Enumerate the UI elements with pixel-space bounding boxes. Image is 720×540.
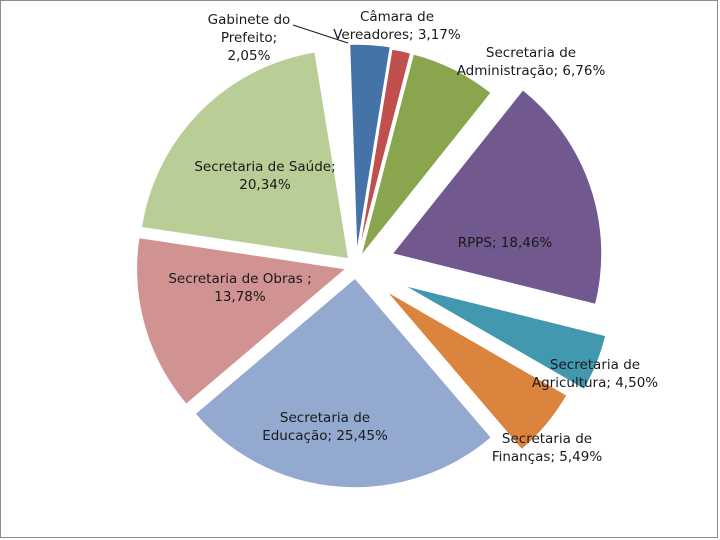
slice-label-3: Secretaria de Administração; 6,76%	[457, 45, 606, 79]
slice-label-4: RPPS; 18,46%	[458, 235, 553, 251]
pie-labels: Câmara de Vereadores; 3,17% Secretaria de A…	[168, 9, 658, 465]
slice-label-line: 13,78%	[214, 289, 266, 305]
slice-label-8: Secretaria de Obras ; 13,78%	[168, 271, 311, 305]
pie-slice-9	[140, 50, 350, 260]
slice-label-line: Secretaria de	[486, 45, 576, 61]
slice-label-line: Finanças; 5,49%	[492, 449, 603, 465]
pie-slices	[135, 43, 608, 489]
slice-label-line: Agricultura; 4,50%	[532, 375, 658, 391]
slice-label-line: Secretaria de Obras ;	[168, 271, 311, 287]
slice-label-line: Secretaria de	[550, 357, 640, 373]
slice-label-line: Prefeito;	[221, 30, 277, 46]
pie-slice-8	[135, 236, 349, 406]
slice-label-6: Secretaria de Finanças; 5,49%	[492, 431, 603, 465]
slice-label-7: Secretaria de Educação; 25,45%	[262, 410, 388, 444]
pie-slice-10	[320, 43, 356, 255]
pie-slice-3	[359, 52, 493, 258]
slice-label-10: Gabinete do Prefeito; 2,05%	[208, 12, 291, 64]
slice-label-9: Secretaria de Saúde; 20,34%	[194, 159, 335, 193]
pie-slice-4	[390, 88, 603, 306]
slice-label-line: Administração; 6,76%	[457, 63, 606, 79]
slice-label-line: Gabinete do	[208, 12, 291, 28]
pie-slice-7	[193, 276, 493, 489]
slice-label-5: Secretaria de Agricultura; 4,50%	[532, 357, 658, 391]
pie-slice-2	[357, 48, 412, 257]
slice-label-line: Vereadores; 3,17%	[333, 27, 461, 43]
pie-slice-1	[348, 43, 392, 255]
leader-line	[292, 24, 349, 44]
slice-label-line: Câmara de	[360, 9, 434, 25]
pie-slice-5	[401, 283, 608, 391]
slice-label-line: 2,05%	[228, 48, 271, 64]
slice-label-line: RPPS; 18,46%	[458, 235, 553, 251]
slice-label-line: Secretaria de	[280, 410, 370, 426]
slice-label-1: Câmara de Vereadores; 3,17%	[333, 9, 461, 43]
slice-label-line: Secretaria de	[502, 431, 592, 447]
slice-label-line: Educação; 25,45%	[262, 428, 388, 444]
slice-label-line: 20,34%	[239, 177, 291, 193]
pie-slice-6	[384, 289, 569, 451]
slice-label-line: Secretaria de Saúde;	[194, 159, 335, 175]
